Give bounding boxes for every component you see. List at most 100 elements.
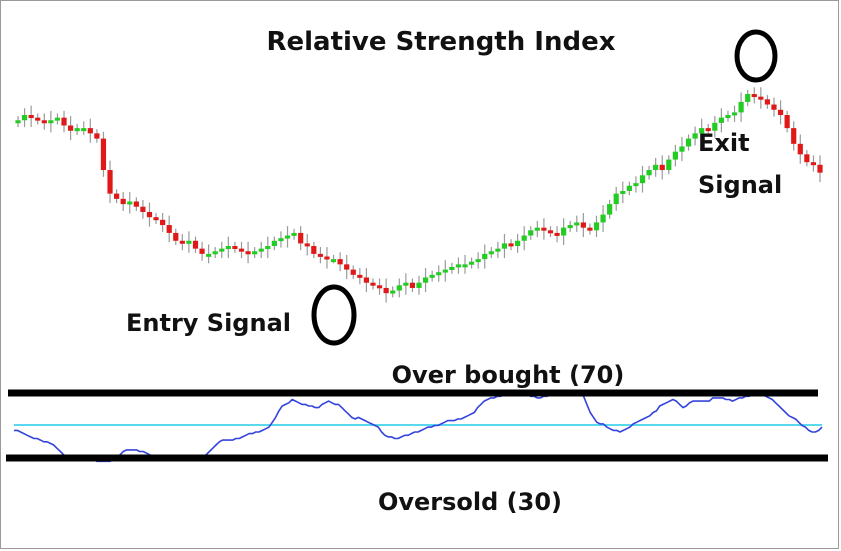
candle-down <box>797 143 803 155</box>
candle-down <box>777 109 784 116</box>
candle-up <box>271 240 277 247</box>
candle-up <box>725 115 731 119</box>
candle-down <box>791 128 797 144</box>
candle-down <box>357 274 363 278</box>
candle-down <box>337 259 343 265</box>
candle-up <box>48 120 54 124</box>
candle-down <box>67 125 74 131</box>
candle-down <box>547 230 554 234</box>
candle-down <box>804 154 810 163</box>
candle-up <box>15 120 21 124</box>
rsi-line <box>14 390 823 463</box>
candle-up <box>436 272 442 276</box>
candle-up <box>206 253 212 257</box>
candle-down <box>238 248 245 252</box>
candle-up <box>225 246 231 250</box>
candle-up <box>291 232 297 236</box>
candle-up <box>620 191 626 194</box>
candle-up <box>639 175 646 184</box>
candle-up <box>613 193 619 205</box>
oversold-label: Oversold (30) <box>378 488 562 516</box>
candle-up <box>495 248 501 252</box>
candle-up <box>501 243 508 249</box>
candle-down <box>179 240 185 244</box>
candle-down <box>107 170 113 194</box>
candle-up <box>468 261 475 265</box>
candle-up <box>390 290 396 294</box>
candle-down <box>764 99 771 105</box>
candle-down <box>324 256 330 260</box>
candle-up <box>738 101 744 113</box>
candle-down <box>199 248 205 254</box>
candle-down <box>35 117 41 121</box>
candle-up <box>284 235 291 239</box>
candle-up <box>600 214 606 223</box>
candle-up <box>429 274 435 278</box>
candle-up <box>54 117 61 121</box>
candle-up <box>258 248 264 252</box>
candle-up <box>672 151 678 160</box>
candle-up <box>212 251 218 255</box>
candle-down <box>160 219 166 226</box>
candle-up <box>718 117 724 123</box>
candle-up <box>475 259 481 263</box>
candle-down <box>810 162 817 166</box>
candle-down <box>94 133 100 139</box>
candle-down <box>554 232 560 236</box>
candle-down <box>153 217 159 221</box>
candle-up <box>567 225 573 229</box>
candle-up <box>127 201 133 205</box>
chart-title: Relative Strength Index <box>266 27 615 57</box>
candle-down <box>751 94 757 98</box>
candle-down <box>100 138 107 171</box>
candle-down <box>587 227 593 231</box>
candle-down <box>166 225 172 233</box>
candle-up <box>574 222 580 226</box>
candle-up <box>712 122 718 131</box>
candle-down <box>659 164 665 171</box>
candle-down <box>41 120 47 124</box>
candle-up <box>403 282 409 286</box>
candle-up <box>646 170 652 176</box>
candle-up <box>653 164 659 171</box>
candle-down <box>232 246 238 250</box>
candle-down <box>173 232 179 241</box>
candle-down <box>817 164 823 173</box>
candle-down <box>370 282 376 286</box>
candle-up <box>488 251 494 255</box>
candle-down <box>311 246 317 254</box>
candle-up <box>534 227 540 231</box>
candle-up <box>692 133 698 139</box>
candle-down <box>784 115 790 129</box>
candle-down <box>771 104 777 110</box>
candle-up <box>521 235 527 241</box>
candle-down <box>146 211 153 218</box>
candle-up <box>482 253 488 260</box>
candle-up <box>442 269 448 273</box>
candle-up <box>81 128 87 132</box>
candle-down <box>383 287 389 294</box>
candle-up <box>252 251 258 255</box>
entry-signal-circle <box>311 284 357 346</box>
rsi-panel <box>6 389 828 463</box>
candle-up <box>561 227 567 236</box>
candle-down <box>376 285 383 289</box>
candle-up <box>278 238 284 242</box>
candle-up <box>515 240 521 247</box>
candle-down <box>409 282 416 288</box>
candle-up <box>219 248 225 252</box>
candle-down <box>87 128 93 134</box>
exit-signal-circle <box>734 29 778 83</box>
candle-up <box>449 266 455 270</box>
candle-up <box>265 246 271 250</box>
candle-up <box>685 138 692 147</box>
candle-up <box>462 264 468 268</box>
candle-down <box>350 269 356 275</box>
entry-signal-label: Entry Signal <box>126 309 291 337</box>
candle-up <box>416 282 422 288</box>
candle-up <box>593 222 600 231</box>
candle-down <box>363 277 370 283</box>
candle-down <box>298 232 304 244</box>
